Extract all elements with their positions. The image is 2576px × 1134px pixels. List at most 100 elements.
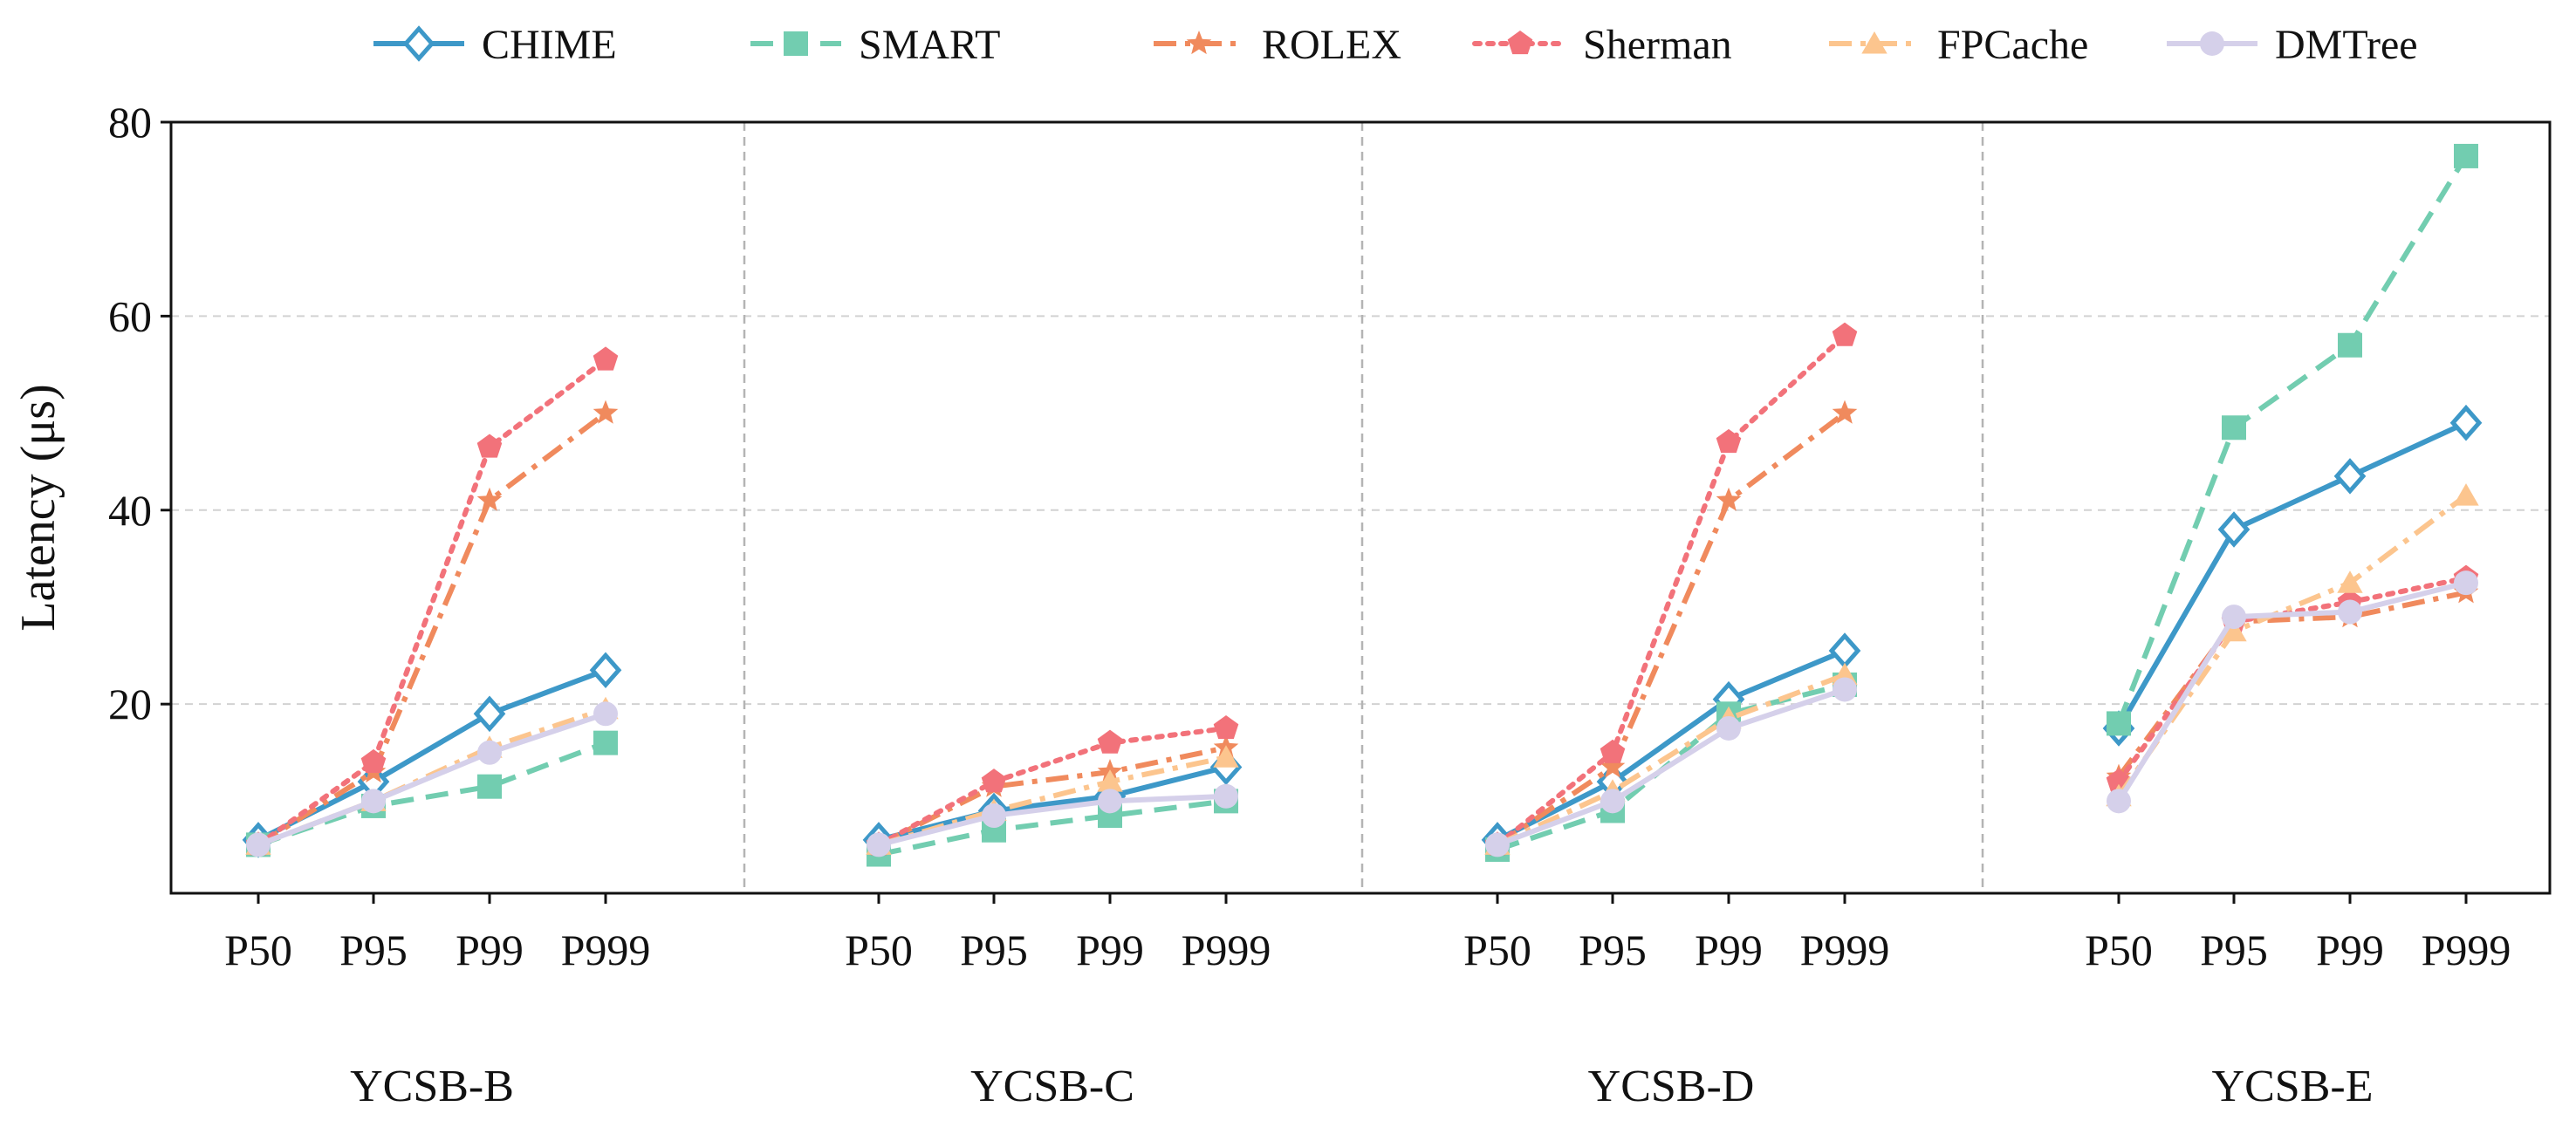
series-line (2116, 580, 2467, 803)
legend-item-rolex: ROLEX (1154, 22, 1401, 68)
y-axis: 20 40 60 80 (108, 98, 171, 728)
series-line (876, 726, 1229, 848)
data-point (1213, 745, 1239, 768)
data-point (2222, 415, 2246, 441)
plot-frame (169, 120, 2552, 895)
x-tick-label: P50 (1463, 926, 1531, 974)
y-tick-label: 40 (108, 486, 152, 535)
x-tick-label: P99 (456, 926, 524, 974)
series-line (2116, 154, 2469, 725)
data-point (1214, 783, 1238, 809)
legend-label: FPCache (1937, 22, 2088, 68)
data-point (1832, 400, 1858, 424)
data-point (473, 695, 506, 733)
data-point (2333, 458, 2367, 495)
group-label: YCSB-C (970, 1062, 1134, 1111)
series-line (878, 798, 1227, 857)
y-tick-label: 20 (108, 680, 152, 728)
data-point (1716, 487, 1742, 511)
data-point (593, 400, 619, 424)
data-point (477, 774, 502, 799)
series-line (1495, 332, 1847, 848)
legend-marker (784, 31, 808, 56)
group-label: YCSB-B (350, 1062, 514, 1111)
series-dmtree (246, 570, 2478, 857)
series-line (2116, 420, 2468, 730)
data-point (2222, 605, 2246, 630)
x-tick-label: P99 (2316, 926, 2384, 974)
x-tick-label: P95 (960, 926, 1028, 974)
x-tick-label: P50 (224, 926, 292, 974)
x-tick-label: P999 (1800, 926, 1890, 974)
legend-marker (402, 25, 435, 62)
legend: CHIME SMART ROLEX Sherman FPCache DMTree (373, 22, 2418, 68)
legend-item-smart: SMART (750, 22, 1001, 68)
x-tick-label: P95 (2200, 926, 2268, 974)
group-label: YCSB-D (1588, 1062, 1755, 1111)
data-point (589, 652, 622, 689)
series-line (257, 711, 606, 848)
x-tick-label: P50 (2085, 926, 2153, 974)
y-tick-label: 60 (108, 291, 152, 340)
data-point (2453, 483, 2479, 506)
data-point (1833, 677, 1857, 702)
x-tick-label: P999 (2422, 926, 2511, 974)
data-point (476, 487, 503, 511)
data-point (1097, 729, 1123, 754)
x-axis: P50 P95 P99 P999 YCSB-B P50 P95 P99 P999 YCSB-C P5… (224, 893, 2511, 1111)
data-point (1213, 715, 1239, 740)
legend-marker (1507, 31, 1533, 55)
legend-item-sherman: Sherman (1472, 22, 1732, 68)
grid-lines (171, 315, 2550, 706)
data-point (1600, 739, 1626, 763)
x-tick-label: P999 (561, 926, 651, 974)
data-point (360, 748, 387, 773)
series-line (1496, 648, 1846, 843)
legend-item-dmtree: DMTree (2167, 22, 2418, 68)
group-separators (743, 122, 1984, 893)
data-point (2338, 332, 2362, 358)
data-point (1832, 322, 1858, 346)
data-point (2454, 143, 2478, 168)
data-point (1600, 789, 1625, 814)
data-point (1716, 428, 1742, 454)
data-point (867, 832, 891, 857)
data-point (982, 803, 1006, 829)
data-point (1828, 632, 1861, 669)
legend-item-fpcache: FPCache (1829, 22, 2088, 68)
data-point (2454, 570, 2478, 596)
x-tick-label: P999 (1182, 926, 1271, 974)
data-point (2221, 618, 2247, 642)
series-line (1496, 672, 1846, 848)
data-point (477, 740, 502, 765)
series-line (257, 411, 607, 847)
legend-item-chime: CHIME (373, 22, 617, 68)
series-line (1496, 411, 1846, 847)
data-point (2107, 711, 2131, 736)
series-line (878, 793, 1227, 848)
series-line (2116, 493, 2468, 798)
series-line (2116, 590, 2467, 779)
x-tick-label: P50 (845, 926, 913, 974)
series-line (256, 357, 608, 848)
data-point (593, 346, 619, 371)
series-line (257, 740, 607, 848)
data-point (1098, 789, 1122, 814)
series-line (1496, 687, 1846, 848)
legend-label: Sherman (1583, 22, 1732, 68)
data-point (2337, 570, 2363, 593)
y-tick-label: 80 (108, 98, 152, 147)
legend-label: SMART (859, 22, 1001, 68)
data-point (1097, 769, 1123, 792)
legend-label: DMTree (2275, 22, 2418, 68)
x-tick-label: P95 (1579, 926, 1647, 974)
data-point (593, 730, 618, 755)
data-point (2338, 599, 2362, 625)
data-point (2107, 789, 2131, 814)
data-point (981, 769, 1007, 793)
legend-marker (1186, 31, 1212, 55)
data-point (246, 832, 271, 857)
legend-label: ROLEX (1262, 22, 1401, 68)
x-tick-label: P99 (1076, 926, 1144, 974)
